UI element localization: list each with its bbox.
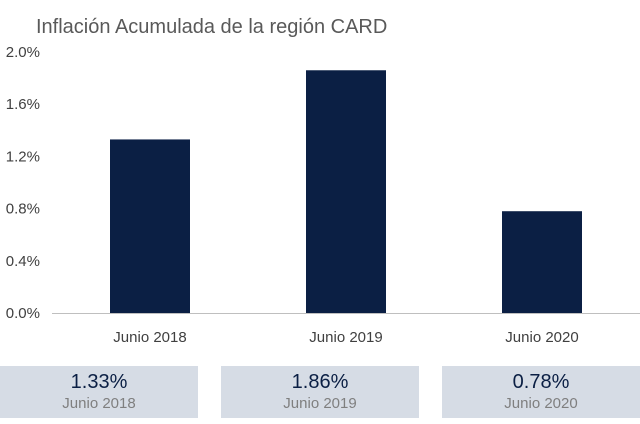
summary-value: 1.33% xyxy=(70,371,128,393)
bar-1 xyxy=(110,139,190,313)
chart-title: Inflación Acumulada de la región CARD xyxy=(36,16,387,38)
x-tick-label: Junio 2018 xyxy=(113,329,186,346)
bars xyxy=(110,70,582,314)
summary-box-2: 1.86% Junio 2019 xyxy=(221,366,419,418)
x-tick-label: Junio 2020 xyxy=(505,329,578,346)
y-tick-label: 2.0% xyxy=(6,44,40,61)
y-tick-label: 0.0% xyxy=(6,305,40,322)
summary-box-3: 0.78% Junio 2020 xyxy=(442,366,640,418)
x-tick-label: Junio 2019 xyxy=(309,329,382,346)
summary-value: 0.78% xyxy=(512,371,570,393)
y-tick-label: 1.6% xyxy=(6,96,40,113)
x-axis-labels: Junio 2018 Junio 2019 Junio 2020 xyxy=(113,329,578,346)
y-tick-label: 1.2% xyxy=(6,148,40,165)
y-tick-label: 0.4% xyxy=(6,253,40,270)
summary-label: Junio 2018 xyxy=(62,395,136,412)
y-tick-label: 0.8% xyxy=(6,201,40,218)
summary-box-1: 1.33% Junio 2018 xyxy=(0,366,198,418)
summary-value: 1.86% xyxy=(291,371,349,393)
summary-label: Junio 2020 xyxy=(504,395,578,412)
bar-3 xyxy=(502,211,582,313)
bar-2 xyxy=(306,70,386,314)
summary-label: Junio 2019 xyxy=(283,395,357,412)
y-axis-labels: 0.0% 0.4% 0.8% 1.2% 1.6% 2.0% xyxy=(6,44,40,322)
